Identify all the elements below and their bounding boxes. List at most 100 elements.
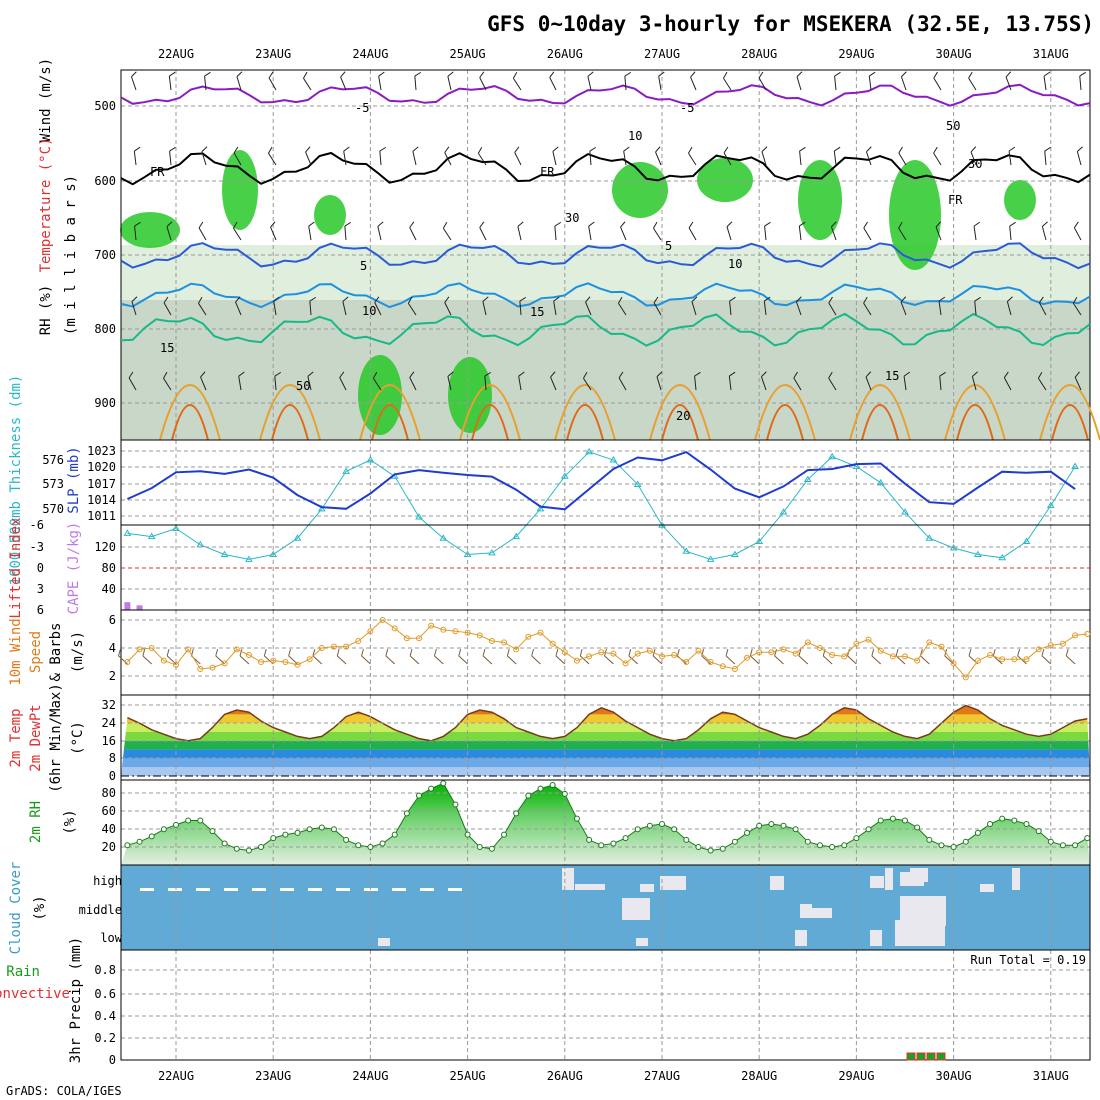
wind-speed-marker xyxy=(403,635,410,642)
wind-barb-flag xyxy=(201,146,208,152)
wind-barb-flag xyxy=(655,146,661,153)
temperature-band xyxy=(121,732,1090,741)
wind-barb xyxy=(688,227,697,241)
wind-barb-flag xyxy=(866,146,872,153)
wind-barb xyxy=(628,655,639,665)
wind-barb-flag xyxy=(725,649,729,657)
wind-speed-marker xyxy=(950,660,957,667)
wind-barb-flag xyxy=(973,221,981,227)
wind-barb xyxy=(166,226,172,241)
y-tick-label: 1017 xyxy=(87,477,116,491)
wind-barb-flag xyxy=(442,221,448,229)
rh-marker xyxy=(452,801,459,808)
wind-barb-flag xyxy=(1037,371,1043,379)
contour-label: 5 xyxy=(360,259,367,273)
wind-barb xyxy=(169,151,172,166)
wind-barb xyxy=(233,227,242,241)
wind-barb xyxy=(798,655,809,665)
wind-barb-flag xyxy=(1043,71,1051,77)
wind-barb-flag xyxy=(303,71,308,79)
wind-barb xyxy=(971,376,977,391)
wind-speed-marker xyxy=(221,660,228,667)
y-tick-label: 80 xyxy=(102,786,116,800)
wind-barb-flag xyxy=(1007,296,1013,302)
wind-barb-flag xyxy=(142,649,146,657)
rh-marker xyxy=(987,820,994,827)
rh-marker xyxy=(622,835,629,842)
rh-area xyxy=(121,783,1090,865)
contour-label: FR xyxy=(540,165,555,179)
wind-barb-flag xyxy=(898,221,903,229)
cloud-gap xyxy=(636,938,648,946)
rh-moist-area xyxy=(612,162,668,218)
wind-barb xyxy=(1065,655,1076,665)
wind-speed-marker xyxy=(124,659,131,665)
rh-marker xyxy=(634,826,641,833)
wind-barb-flag xyxy=(482,296,489,302)
wind-speed-marker xyxy=(197,666,204,672)
run-total-label: Run Total = 0.19 xyxy=(970,953,1086,967)
wind-barb-flag xyxy=(517,221,524,227)
wind-barb xyxy=(729,301,732,316)
wind-barb xyxy=(409,377,417,391)
wind-barb xyxy=(477,153,487,166)
y-tick-label: middle xyxy=(79,903,122,917)
wind-barb xyxy=(694,376,697,391)
wind-barb xyxy=(618,302,627,316)
wind-barb xyxy=(344,226,347,241)
wind-barb xyxy=(758,77,767,91)
slp-axis-label: SLP (mb) xyxy=(66,446,82,513)
wind-barb xyxy=(128,377,137,391)
rh-marker xyxy=(962,838,969,845)
wind-barb xyxy=(618,377,627,391)
wind-speed-marker xyxy=(926,639,933,646)
rh-marker xyxy=(792,826,799,833)
temperature-contour-20 xyxy=(649,384,711,441)
wind-barb-flag xyxy=(729,371,736,377)
thickness-marker xyxy=(1046,501,1055,509)
cloud-gap xyxy=(280,888,294,891)
thickness-marker xyxy=(245,555,253,562)
thickness-axis-label: 1000-500mb Thickness (dm) xyxy=(8,375,24,586)
wind-barb-flag xyxy=(901,71,907,78)
wind-barb xyxy=(507,655,517,665)
wind-barb-flag xyxy=(723,146,729,154)
wind-barb-flag xyxy=(377,221,384,227)
wind-barb xyxy=(555,655,566,665)
wind-barb xyxy=(204,76,207,91)
wind-barb xyxy=(168,76,172,91)
y-tick-label: 600 xyxy=(94,174,116,188)
rh-marker xyxy=(488,845,495,852)
wind-barb-flag xyxy=(479,221,485,228)
cloud-gap xyxy=(336,888,350,891)
wind-barb-flag xyxy=(587,71,594,77)
wind-barb-flag xyxy=(372,371,378,379)
rh-moist-area xyxy=(697,158,753,202)
cloud-cover-panel: high middle low Cloud Cover (%) xyxy=(8,862,1091,954)
rh-marker xyxy=(173,821,179,828)
cloud-gap xyxy=(1012,868,1020,890)
wind-barb-flag xyxy=(793,371,798,379)
wind-barb xyxy=(1076,151,1082,166)
rh-marker xyxy=(1023,820,1030,827)
temperature-band xyxy=(121,723,1090,732)
wind-barb xyxy=(750,655,760,665)
precip-bar xyxy=(916,1052,926,1061)
wind-speed-marker xyxy=(379,617,386,623)
temp-axis-label-a: 2m Temp xyxy=(8,708,24,767)
wind-barb xyxy=(933,77,942,91)
wind-barb-flag xyxy=(865,371,872,378)
wind-barb xyxy=(518,376,522,391)
wind-barb-flag xyxy=(1065,649,1069,657)
rh-moist-area xyxy=(798,160,842,240)
y-tick-label: 3 xyxy=(37,582,44,596)
bottom-date-label: 31AUG xyxy=(1033,1069,1069,1083)
rh-marker xyxy=(367,844,374,850)
rh-marker xyxy=(950,844,957,850)
wind-barb xyxy=(163,302,172,316)
wind-speed-marker xyxy=(586,653,593,660)
wind-barb-flag xyxy=(309,296,317,302)
rh-marker xyxy=(610,840,617,847)
thickness-marker xyxy=(731,550,739,558)
wind-barb xyxy=(1041,226,1047,241)
